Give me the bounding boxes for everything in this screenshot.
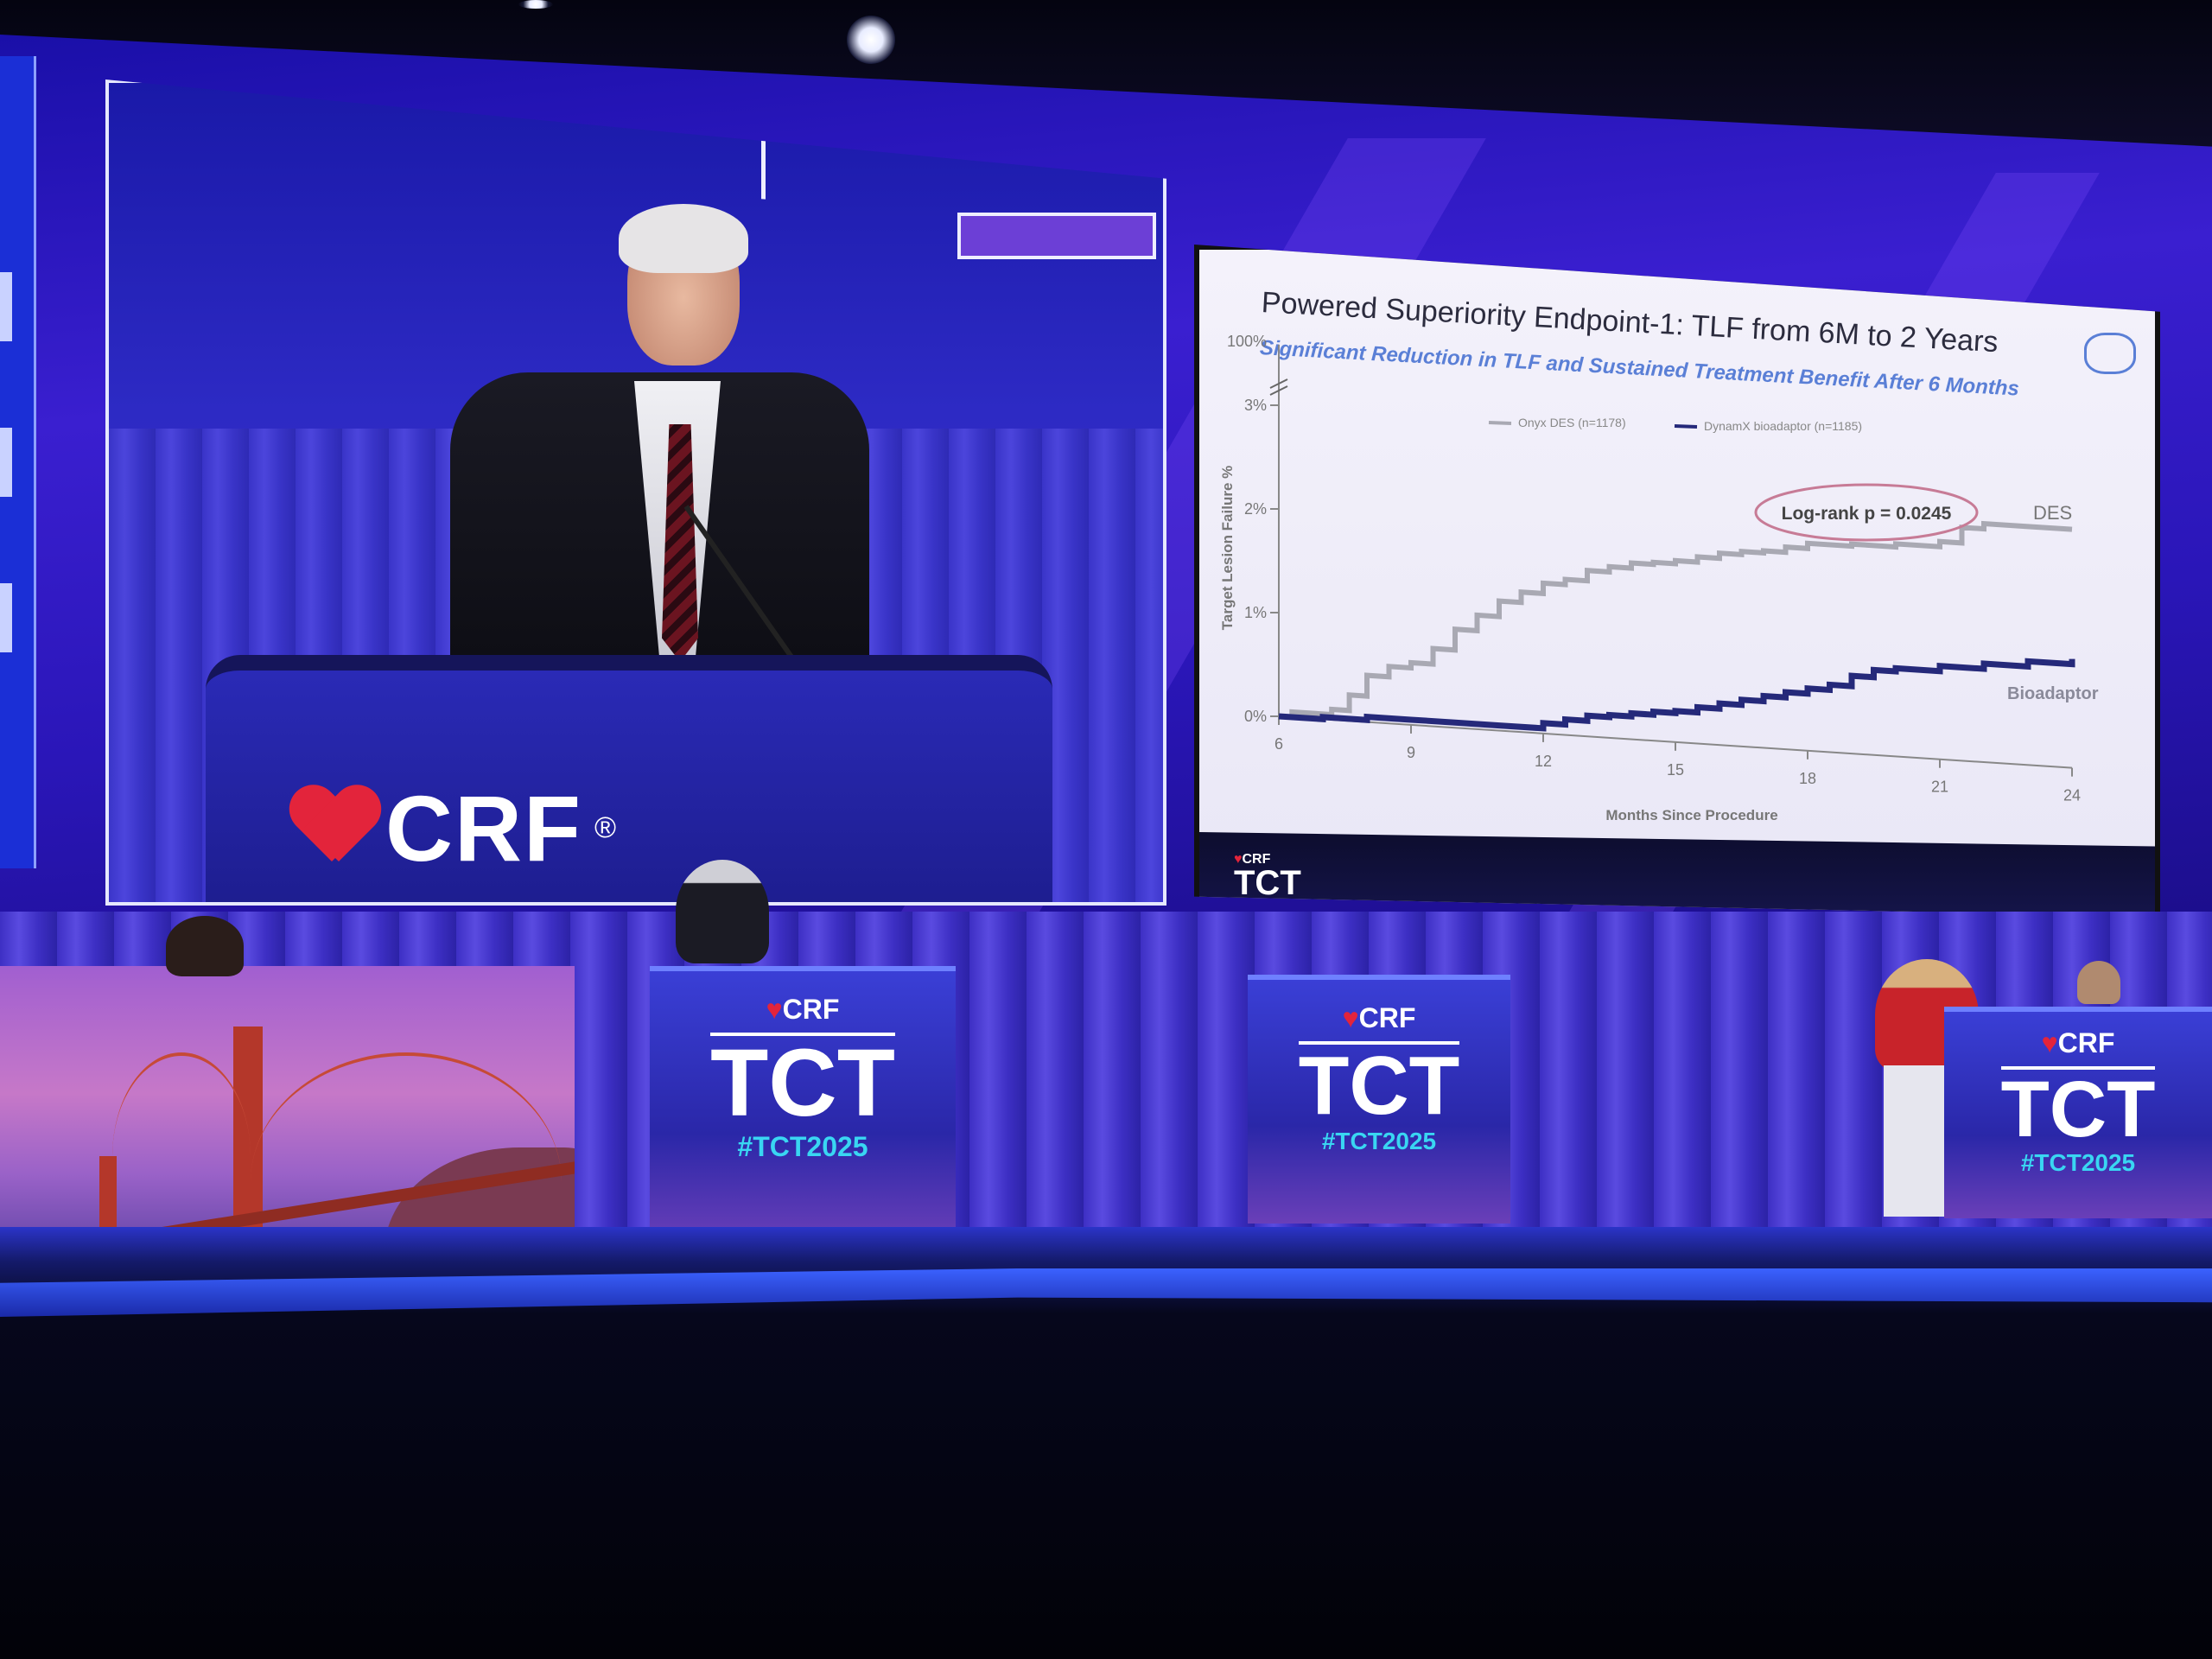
y-tick-label: 0% — [1244, 708, 1267, 725]
podium-center-left: ♥CRF TCT #TCT2025 — [650, 966, 956, 1243]
series-line-des — [1278, 520, 2073, 721]
registered-mark: ® — [594, 811, 617, 844]
chart-axes — [1269, 345, 2073, 777]
spotlight — [518, 0, 553, 9]
slide-screen: Powered Superiority Endpoint-1: TLF from… — [1194, 245, 2160, 917]
set-panel — [957, 213, 1156, 259]
moderator-left — [166, 916, 244, 976]
podium-tct-text: TCT — [1298, 1039, 1460, 1132]
x-tick-label: 6 — [1274, 735, 1283, 753]
podium-tct-text: TCT — [710, 1030, 895, 1136]
annotation-text: Log-rank p = 0.0245 — [1782, 504, 1952, 524]
y-axis-label: Target Lesion Failure % — [1219, 466, 1236, 631]
series-end-label: DES — [2033, 502, 2072, 524]
x-axis — [1278, 715, 2073, 769]
panelist-far-right — [2077, 961, 2120, 1004]
annotation-ellipse — [1754, 483, 1979, 542]
sponsor-logo-icon — [2084, 333, 2136, 374]
podium-hashtag: #TCT2025 — [1321, 1128, 1437, 1154]
slide-footer: CRF TCT — [1199, 832, 2155, 912]
speaker-on-stage — [676, 860, 769, 963]
tct-footer-text: TCT — [1234, 864, 1301, 902]
legend-entry: Onyx DES (n=1178) — [1518, 416, 1626, 429]
y-tick-label: 3% — [1244, 397, 1267, 414]
km-chart: 6 9 12 15 18 21 24 0% 1% 2% 3% 100% Target Lesion Fa… — [1219, 333, 2099, 823]
x-tick-label: 24 — [2063, 787, 2081, 804]
chart-text: 6 9 12 15 18 21 24 0% 1% 2% 3% 100% Target Lesion Fa… — [1219, 333, 2099, 823]
crf-logo: CRF ® — [290, 774, 616, 882]
x-axis-label: Months Since Procedure — [1605, 807, 1777, 823]
podium-crf-text: CRF — [1358, 1002, 1416, 1033]
tct-footer-logo: CRF TCT — [1234, 852, 1301, 903]
legend-entry: DynamX bioadaptor (n=1185) — [1704, 419, 1862, 433]
presenter-video-screen: CRF ® — [105, 79, 1166, 906]
slide: Powered Superiority Endpoint-1: TLF from… — [1199, 250, 2155, 912]
speaker-hair — [619, 204, 748, 273]
speaker-tie — [662, 424, 698, 662]
series-line-bioadaptor — [1278, 658, 2075, 732]
x-tick-label: 9 — [1407, 744, 1415, 761]
x-tick-label: 12 — [1535, 753, 1552, 770]
spotlight — [847, 16, 895, 64]
crf-mini-logo: CRF — [1234, 852, 1301, 868]
x-tick-label: 21 — [1931, 779, 1948, 796]
podium-tct-text: TCT — [2000, 1065, 2156, 1154]
y-tick-label: 1% — [1244, 604, 1267, 621]
podium-hashtag: #TCT2025 — [737, 1131, 868, 1162]
crf-logo-text: CRF — [385, 776, 582, 880]
podium-center-right: ♥CRF TCT #TCT2025 — [1248, 975, 1510, 1224]
chart-series — [1278, 421, 2075, 732]
podium-right: ♥CRF TCT #TCT2025 — [1944, 1007, 2212, 1218]
x-tick-label: 18 — [1799, 770, 1816, 787]
y-tick-label: 100% — [1227, 333, 1267, 350]
y-tick-label: 2% — [1244, 500, 1267, 518]
axis-break-mark — [1269, 385, 1288, 396]
axis-break-mark — [1269, 378, 1288, 389]
series-end-label: Bioadaptor — [2007, 684, 2099, 703]
podium-hashtag: #TCT2025 — [2020, 1149, 2136, 1176]
podium-crf-text: CRF — [2057, 1027, 2115, 1058]
legend-swatch — [1674, 424, 1698, 429]
panel-table — [1884, 1065, 1953, 1217]
podium-crf-text: CRF — [782, 994, 840, 1025]
heart-icon — [290, 787, 373, 870]
x-tick-label: 15 — [1667, 761, 1684, 779]
left-edge-screen — [0, 56, 36, 868]
